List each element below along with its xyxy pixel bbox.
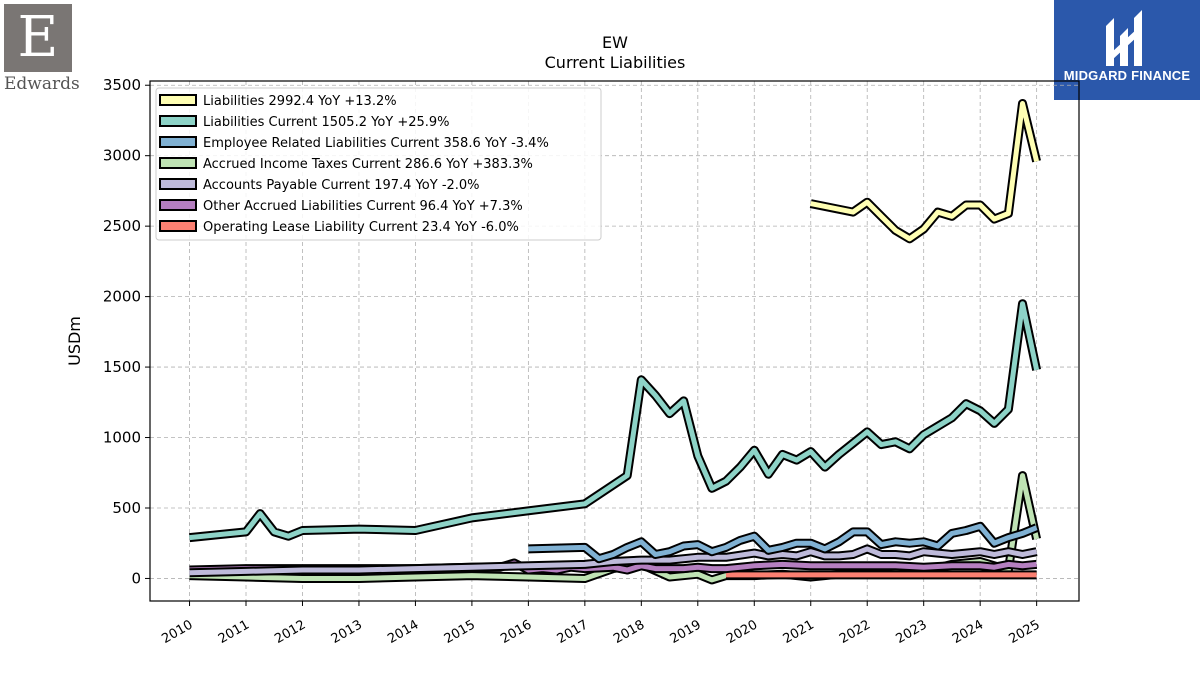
y-tick-label: 500: [112, 499, 141, 517]
legend-label: Other Accrued Liabilities Current 96.4 Y…: [203, 199, 523, 214]
legend-swatch: [159, 157, 197, 169]
x-tick-label: 2015: [442, 617, 478, 647]
legend-label: Accrued Income Taxes Current 286.6 YoY +…: [203, 157, 533, 172]
series-line-4: [189, 544, 1038, 578]
chart-subtitle: Current Liabilities: [545, 53, 686, 72]
x-ticks: 2010 2011 2012 2013 2014 2015 2016 2017 2018 2019…: [159, 601, 1043, 647]
edwards-logo: E Edwards: [4, 4, 80, 100]
x-tick-label: 2014: [385, 617, 421, 647]
y-tick-label: 3000: [103, 147, 141, 165]
edwards-logo-word: Edwards: [4, 74, 80, 94]
x-tick-label: 2025: [1006, 617, 1042, 647]
x-tick-label: 2020: [724, 617, 760, 647]
x-tick-label: 2010: [159, 617, 195, 647]
plot-frame: [149, 80, 1080, 602]
legend-label: Employee Related Liabilities Current 358…: [203, 136, 549, 151]
series-line-1: [189, 299, 1042, 543]
legend-label: Operating Lease Liability Current 23.4 Y…: [203, 220, 519, 235]
y-axis-label: USDm: [65, 316, 84, 366]
series-line-outline: [189, 299, 1042, 543]
legend-label: Accounts Payable Current 197.4 YoY -2.0%: [203, 178, 480, 193]
legend-swatch: [159, 220, 197, 232]
series-line-stroke: [528, 523, 1038, 562]
series-group: [189, 99, 1042, 585]
chart-title: EW: [602, 33, 628, 52]
x-tick-label: 2018: [611, 617, 647, 647]
legend-swatch: [159, 136, 197, 148]
brand-name: MIDGARD FINANCE: [1063, 68, 1191, 83]
legend-swatch: [159, 94, 197, 106]
x-tick-label: 2019: [668, 617, 704, 647]
edwards-logo-letter: E: [17, 5, 59, 70]
midgard-mark-icon: [1106, 10, 1142, 66]
x-tick-label: 2017: [555, 617, 591, 647]
x-tick-label: 2023: [894, 617, 930, 647]
midgard-finance-logo: MIDGARD FINANCE: [1054, 0, 1200, 100]
x-tick-label: 2016: [498, 617, 534, 647]
x-tick-label: 2024: [950, 617, 986, 647]
y-tick-label: 2000: [103, 288, 141, 306]
y-tick-label: 1000: [103, 429, 141, 447]
legend-swatch: [159, 178, 197, 190]
y-tick-label: 3500: [103, 76, 141, 94]
y-tick-label: 0: [131, 569, 141, 587]
series-line-2: [528, 521, 1039, 564]
x-tick-label: 2022: [837, 617, 873, 647]
y-ticks: 0 500 1000 1500 2000 2500 3000 3500: [103, 76, 150, 587]
series-line-stroke: [189, 301, 1040, 541]
legend-swatch: [159, 115, 197, 127]
x-tick-label: 2011: [216, 617, 252, 647]
x-tick-label: 2013: [329, 617, 365, 647]
legend-box: [155, 87, 602, 241]
edwards-logo-mark: E: [4, 4, 72, 72]
legend-label: Liabilities 2992.4 YoY +13.2%: [203, 94, 397, 109]
series-line-stroke: [810, 101, 1040, 242]
series-line-0: [809, 99, 1041, 244]
legend-swatch: [159, 199, 197, 211]
legend-label: Liabilities Current 1505.2 YoY +25.9%: [203, 115, 450, 130]
x-tick-label: 2021: [781, 617, 817, 647]
y-tick-label: 1500: [103, 358, 141, 376]
series-line-stroke: [189, 546, 1038, 576]
legend: Liabilities 2992.4 YoY +13.2% Liabilities…: [155, 87, 602, 241]
y-tick-label: 2500: [103, 217, 141, 235]
x-tick-label: 2012: [272, 617, 308, 647]
